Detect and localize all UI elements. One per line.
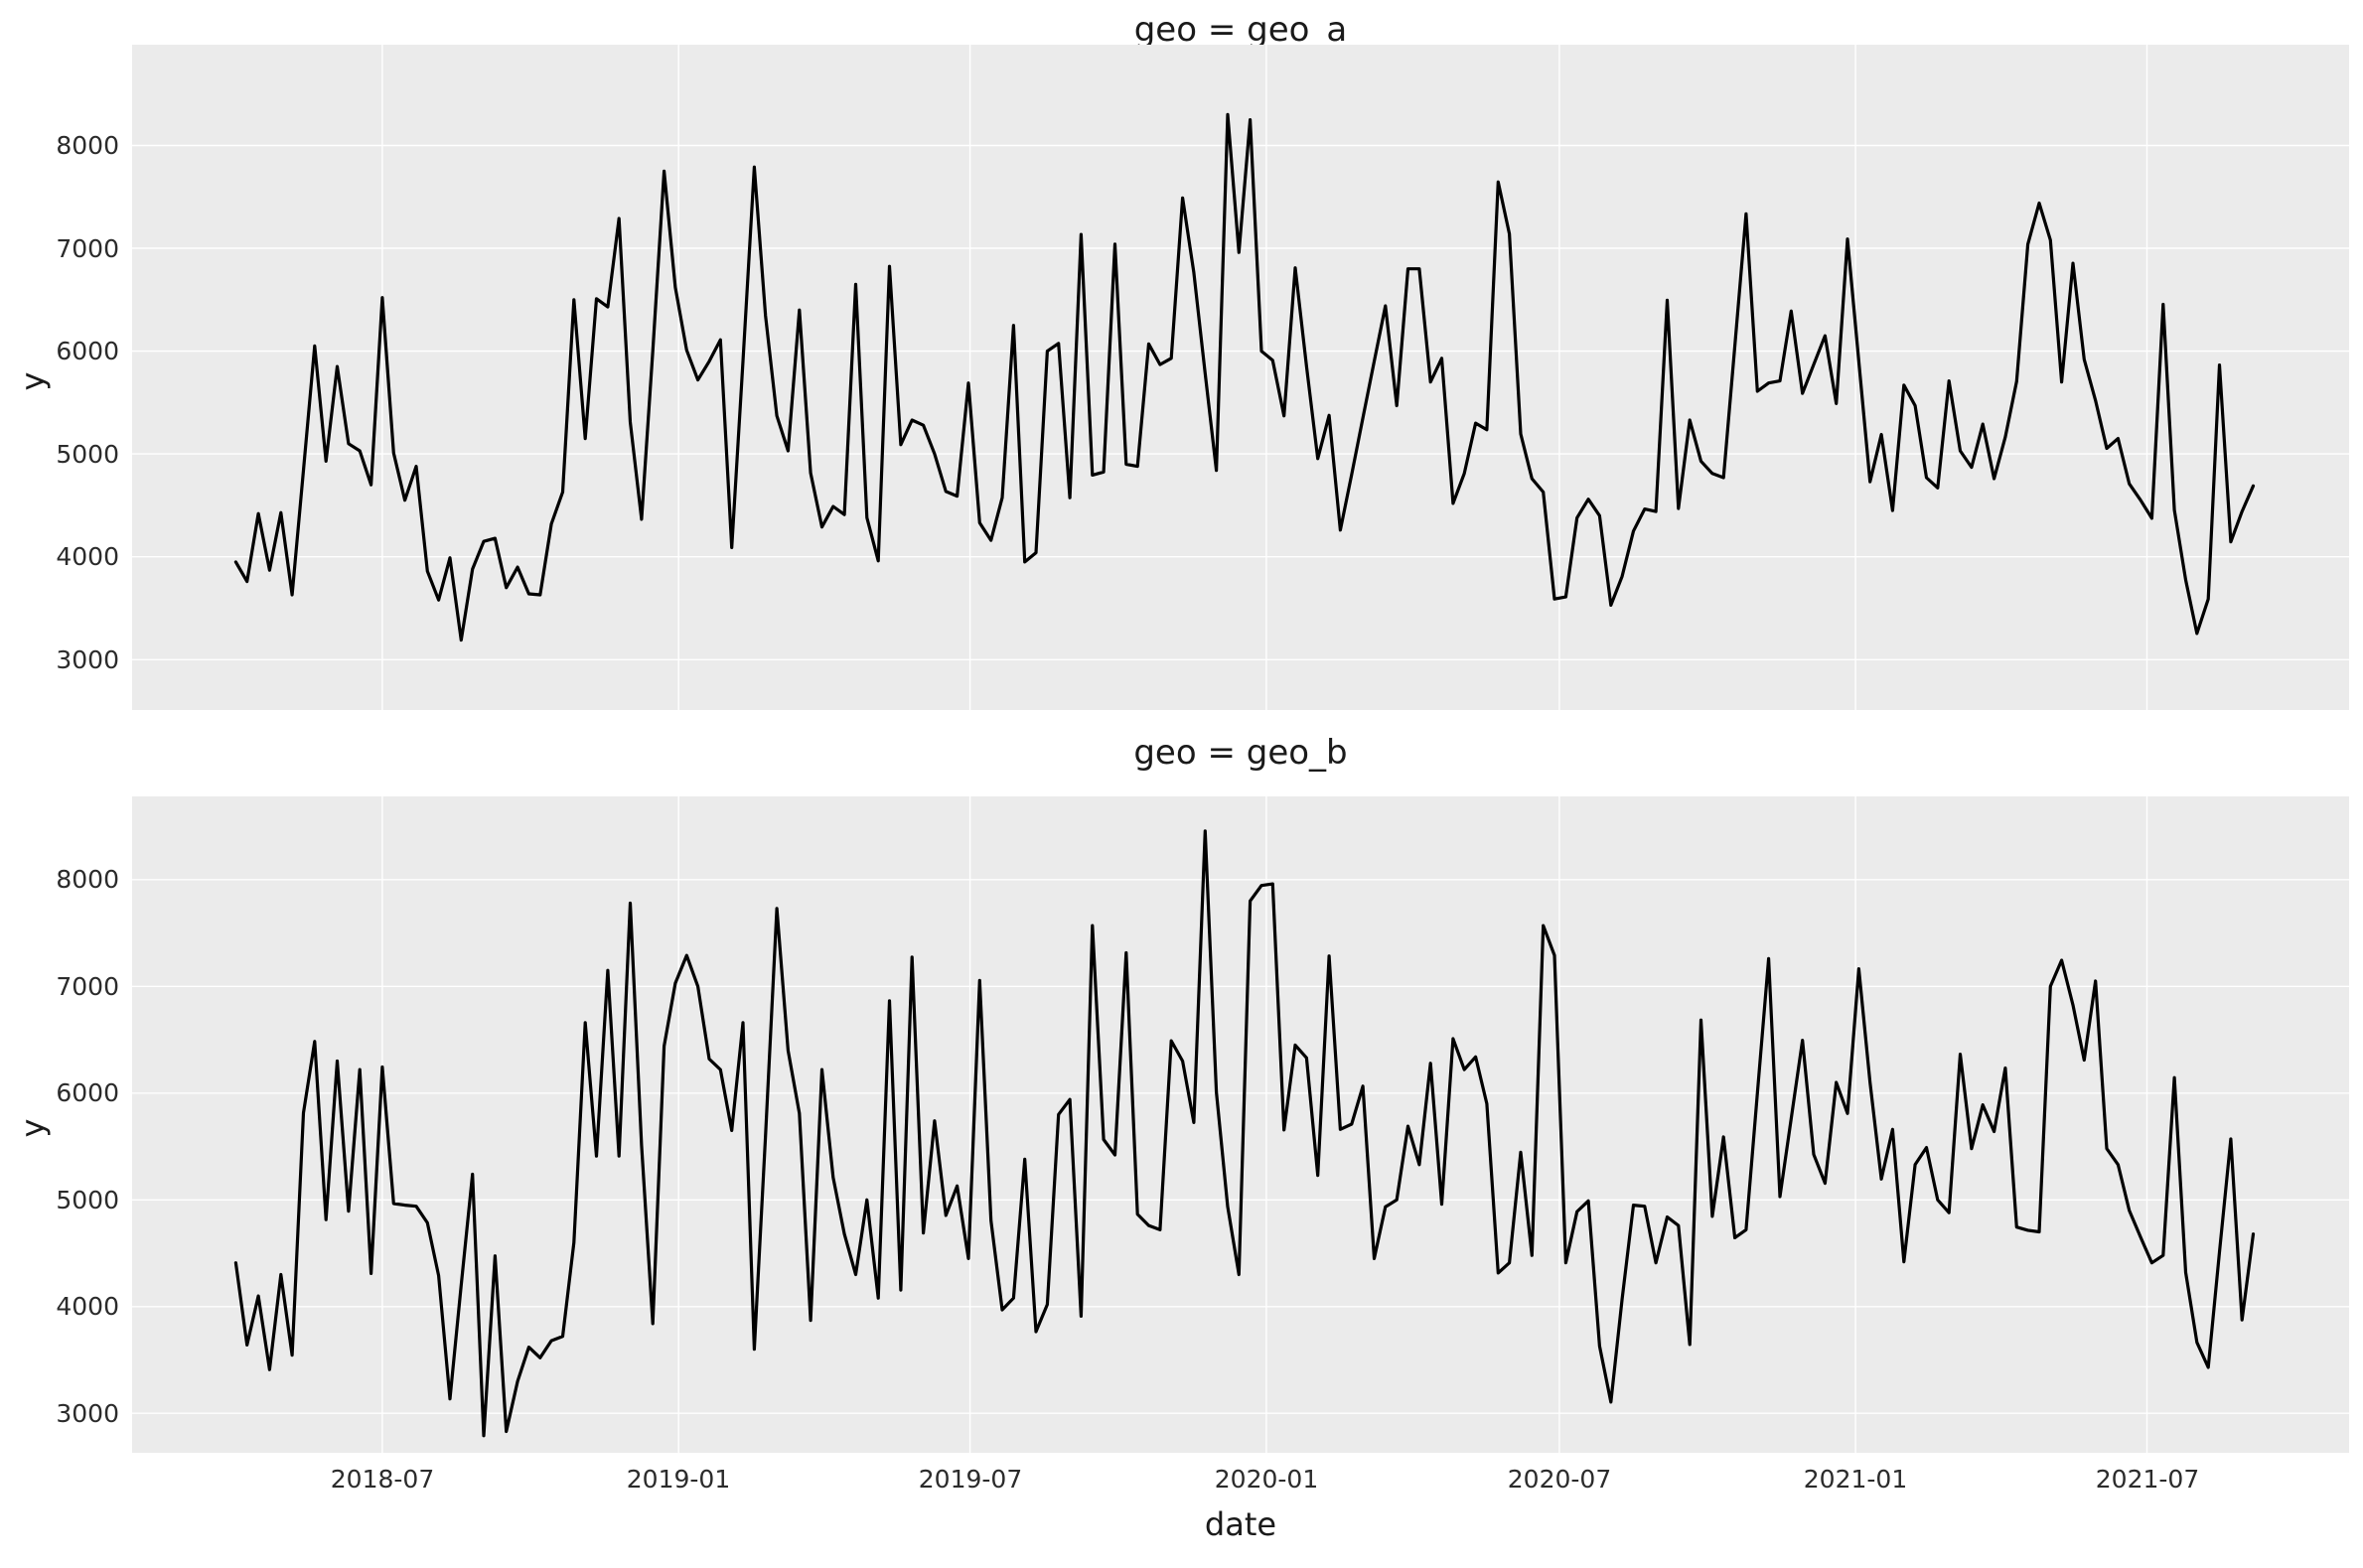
panel-background xyxy=(132,45,2349,710)
y-tick-label: 3000 xyxy=(56,1399,119,1428)
plot-area-geo-a xyxy=(132,45,2349,710)
x-axis-label: date xyxy=(1204,1505,1277,1543)
line-series xyxy=(233,112,2256,642)
y-tick-label: 8000 xyxy=(56,131,119,160)
y-tick-label: 5000 xyxy=(56,1186,119,1214)
y-tick-label: 5000 xyxy=(56,440,119,469)
x-tick-label: 2020-01 xyxy=(1214,1465,1319,1494)
y-tick-label: 4000 xyxy=(56,1292,119,1321)
x-tick-label: 2021-01 xyxy=(1803,1465,1908,1494)
facet-title-geo-b: geo = geo_b xyxy=(1133,733,1348,773)
y-tick-label: 6000 xyxy=(56,337,119,365)
x-tick-label: 2019-01 xyxy=(626,1465,731,1494)
x-tick-label: 2018-07 xyxy=(330,1465,435,1494)
x-tick-label: 2019-07 xyxy=(918,1465,1023,1494)
panel-background xyxy=(132,796,2349,1453)
gridlines xyxy=(132,796,2349,1453)
panel-geo-a xyxy=(132,45,2349,710)
panel-geo-b xyxy=(132,796,2349,1453)
y-tick-label: 4000 xyxy=(56,542,119,571)
line-series xyxy=(233,829,2256,1438)
x-tick-label: 2021-07 xyxy=(2095,1465,2200,1494)
y-tick-label: 7000 xyxy=(56,234,119,263)
facet-title-geo-a: geo = geo_a xyxy=(1133,10,1348,50)
y-tick-label: 6000 xyxy=(56,1078,119,1107)
plot-area-geo-b xyxy=(132,796,2349,1453)
y-tick-label: 3000 xyxy=(56,645,119,674)
y-axis-label-bottom: y xyxy=(14,1118,52,1138)
y-tick-label: 8000 xyxy=(56,865,119,894)
y-tick-label: 7000 xyxy=(56,972,119,1001)
x-tick-label: 2020-07 xyxy=(1507,1465,1612,1494)
